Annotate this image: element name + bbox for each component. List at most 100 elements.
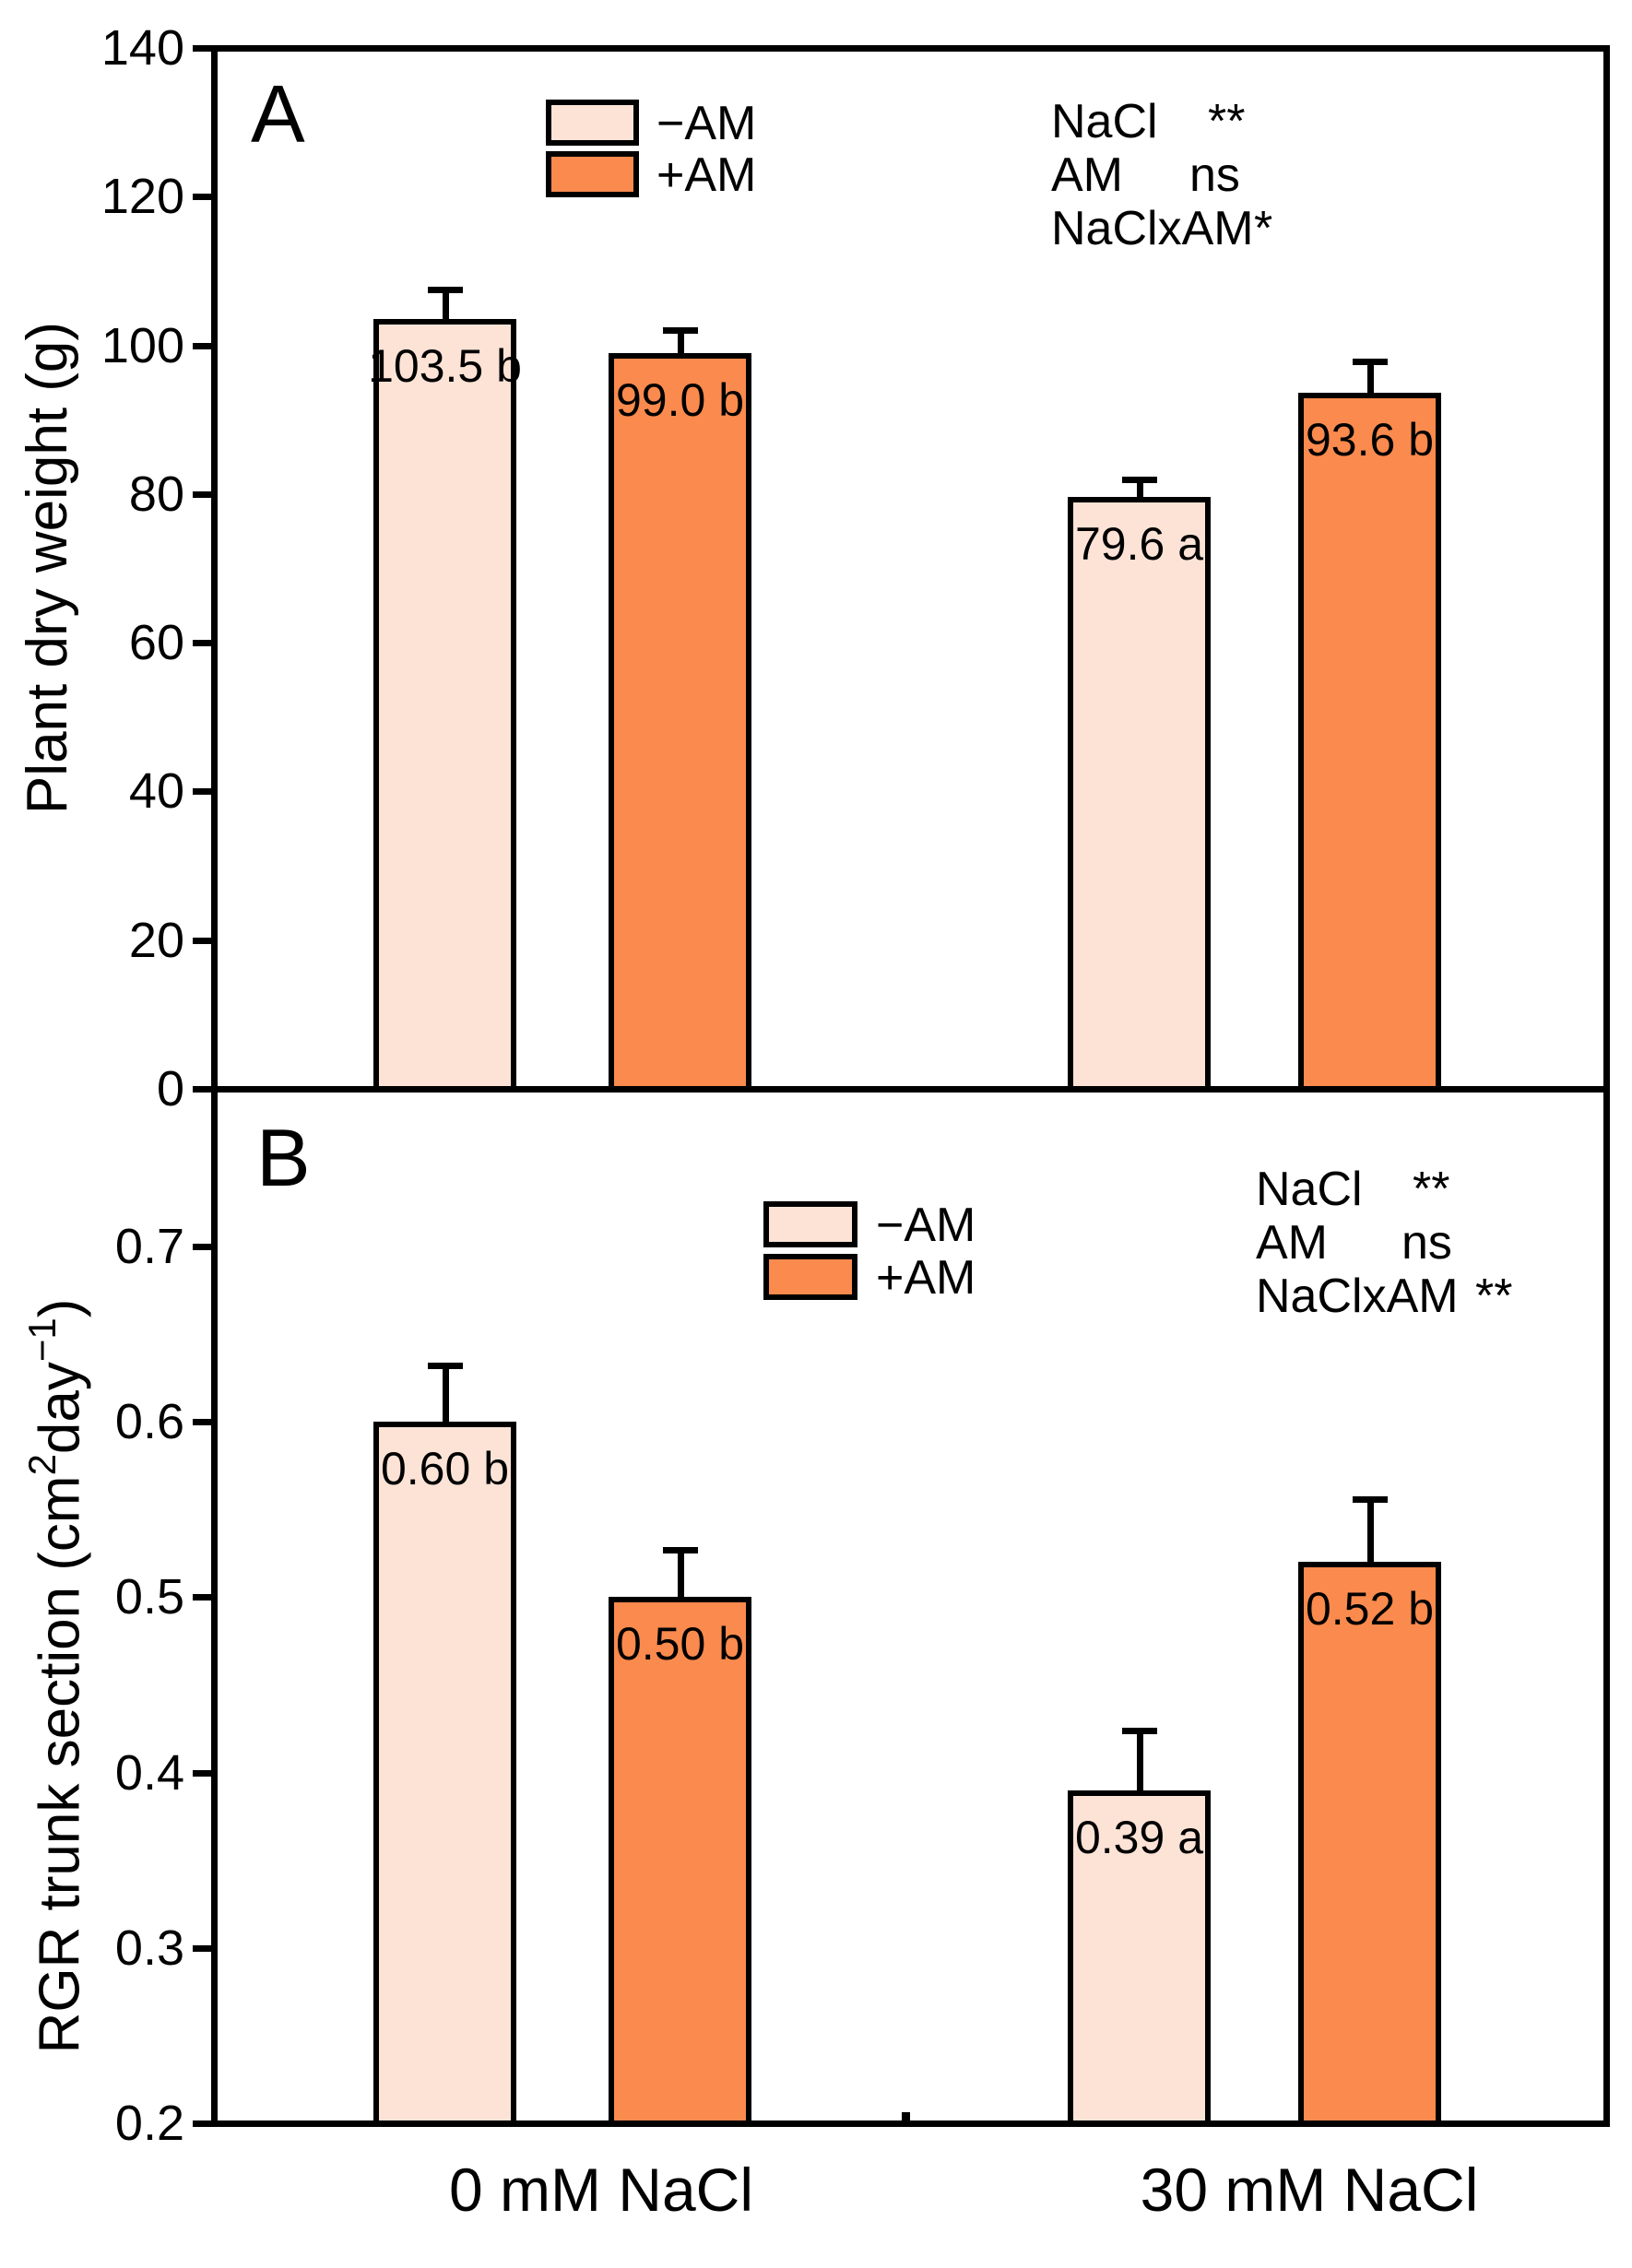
bar	[373, 1422, 516, 2126]
y-title-suffix: )	[28, 1298, 92, 1318]
error-bar-line	[1136, 1731, 1143, 1790]
y-tick	[193, 491, 212, 498]
anova-factor: NaCl	[1256, 1163, 1363, 1216]
y-tick-label: 20	[128, 913, 184, 968]
panel-a-anova-table: NaCl ** AM ns NaClxAM *	[1051, 96, 1272, 256]
error-bar-line	[1366, 361, 1374, 393]
error-bar-line	[442, 289, 449, 319]
legend-label-minus-am: −AM	[876, 1199, 976, 1252]
top-border-line	[211, 45, 1610, 52]
y-tick-label: 0.3	[114, 1920, 184, 1976]
anova-significance: **	[1208, 95, 1246, 148]
y-tick	[193, 194, 212, 200]
bar-value-label: 93.6 b	[1305, 414, 1434, 466]
anova-significance: *	[1254, 202, 1273, 255]
anova-significance: ns	[1401, 1216, 1452, 1270]
error-bar-line	[1136, 479, 1143, 497]
legend-swatch-plus-am	[763, 1254, 857, 1300]
legend-swatch-plus-am	[546, 151, 639, 197]
panel-b-y-axis-title: RGR trunk section (cm2day−1)	[7, 1123, 92, 2229]
legend-label-minus-am: −AM	[656, 97, 757, 150]
anova-factor: AM	[1051, 148, 1123, 202]
y-tick-label: 60	[128, 615, 184, 670]
y-title-superscript-minus1: −1	[20, 1317, 64, 1363]
anova-row: AM ns	[1256, 1217, 1512, 1270]
error-bar-cap	[427, 287, 463, 293]
y-tick	[193, 788, 212, 795]
y-tick	[193, 343, 212, 349]
bar	[609, 1597, 751, 2126]
y-tick-label: 100	[101, 318, 184, 373]
error-bar-cap	[662, 1547, 698, 1553]
panel-a-letter: A	[251, 68, 305, 159]
y-tick-label: 0.5	[114, 1569, 184, 1624]
y-tick-label: 80	[128, 467, 184, 522]
y-tick	[193, 1770, 212, 1777]
anova-factor: NaClxAM	[1256, 1270, 1459, 1323]
error-bar-cap	[427, 1363, 463, 1369]
error-bar-cap	[1121, 1728, 1157, 1734]
bar	[609, 353, 751, 1092]
bar-value-label: 0.52 b	[1305, 1583, 1434, 1635]
bar	[1298, 1562, 1441, 2126]
bar-value-label: 99.0 b	[615, 374, 744, 426]
x-axis-minor-tick	[902, 2112, 910, 2121]
error-bar-line	[442, 1365, 449, 1422]
anova-row: NaCl **	[1051, 96, 1272, 149]
bar-value-label: 103.5 b	[368, 340, 522, 392]
error-bar-cap	[1352, 359, 1388, 365]
bar	[373, 319, 516, 1092]
y-tick	[193, 2120, 212, 2127]
x-category-label-30mm: 30 mM NaCl	[1140, 2156, 1479, 2224]
y-tick	[193, 938, 212, 944]
bar-value-label: 0.39 a	[1074, 1812, 1203, 1863]
panel-b-letter: B	[256, 1112, 311, 1203]
legend-swatch-minus-am	[763, 1201, 857, 1247]
x-axis-line	[211, 2120, 1610, 2127]
legend-label-plus-am: +AM	[876, 1251, 976, 1305]
anova-row: NaClxAM *	[1051, 203, 1272, 256]
error-bar-cap	[1352, 1496, 1388, 1503]
anova-significance: **	[1413, 1163, 1450, 1216]
anova-factor: NaClxAM	[1051, 202, 1254, 255]
anova-significance: **	[1475, 1270, 1513, 1323]
error-bar-line	[677, 330, 684, 353]
anova-row: NaClxAM **	[1256, 1270, 1512, 1324]
bar-value-label: 79.6 a	[1074, 518, 1203, 570]
anova-factor: NaCl	[1051, 95, 1158, 148]
error-bar-line	[677, 1550, 684, 1597]
y-tick	[193, 1086, 212, 1093]
legend-swatch-minus-am	[546, 100, 639, 146]
y-title-superscript-2: 2	[20, 1454, 64, 1476]
anova-row: AM ns	[1051, 149, 1272, 203]
y-tick-label: 140	[101, 20, 184, 76]
anova-significance: ns	[1189, 148, 1240, 202]
legend-label-plus-am: +AM	[656, 148, 757, 202]
y-tick-label: 0.4	[114, 1745, 184, 1801]
anova-factor: AM	[1256, 1216, 1328, 1270]
bar-value-label: 0.50 b	[615, 1618, 744, 1670]
panel-divider-line	[211, 1086, 1610, 1093]
error-bar-line	[1366, 1499, 1374, 1562]
y-tick-label: 0	[156, 1061, 184, 1116]
bar-value-label: 0.60 b	[380, 1443, 509, 1494]
y-tick	[193, 640, 212, 646]
error-bar-cap	[662, 327, 698, 334]
y-tick-label: 0.2	[114, 2096, 184, 2151]
x-category-label-0mm: 0 mM NaCl	[448, 2156, 754, 2224]
y-tick	[193, 1419, 212, 1425]
error-bar-cap	[1121, 477, 1157, 483]
bar	[1068, 1790, 1211, 2126]
panel-b-anova-table: NaCl ** AM ns NaClxAM **	[1256, 1164, 1512, 1324]
y-tick-label: 120	[101, 169, 184, 224]
y-tick	[193, 1945, 212, 1952]
y-tick	[193, 1594, 212, 1601]
y-tick-label: 0.7	[114, 1219, 184, 1274]
anova-row: NaCl **	[1256, 1164, 1512, 1217]
y-tick-label: 0.6	[114, 1394, 184, 1449]
y-tick	[193, 1244, 212, 1250]
bar	[1298, 393, 1441, 1092]
y-tick	[193, 45, 212, 52]
bar	[1068, 497, 1211, 1092]
